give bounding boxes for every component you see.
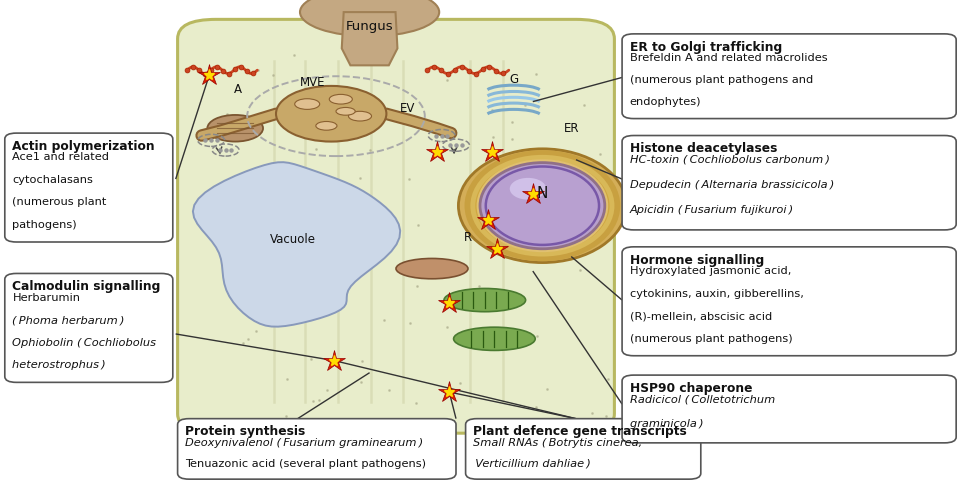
Ellipse shape [510,178,546,199]
Ellipse shape [316,121,337,130]
Text: HC-toxin ( Cochliobolus carbonum ): HC-toxin ( Cochliobolus carbonum ) [630,155,829,165]
Text: (numerous plant: (numerous plant [12,197,107,208]
Text: Deoxynivalenol ( Fusarium graminearum ): Deoxynivalenol ( Fusarium graminearum ) [185,438,423,448]
Text: Protein synthesis: Protein synthesis [185,425,305,439]
Polygon shape [193,162,400,327]
FancyBboxPatch shape [5,133,173,242]
Text: Fungus: Fungus [346,20,394,33]
Text: pathogens): pathogens) [12,220,77,230]
Text: Depudecin ( Alternaria brassicicola ): Depudecin ( Alternaria brassicicola ) [630,180,834,190]
Text: G: G [509,74,518,86]
Text: ( Phoma herbarum ): ( Phoma herbarum ) [12,316,125,325]
Text: Small RNAs ( Botrytis cinerea,: Small RNAs ( Botrytis cinerea, [473,438,642,448]
Ellipse shape [300,0,440,36]
FancyBboxPatch shape [622,34,956,119]
Ellipse shape [329,94,352,104]
FancyBboxPatch shape [622,136,956,230]
Text: cytokinins, auxin, gibberellins,: cytokinins, auxin, gibberellins, [630,288,804,299]
Text: (numerous plant pathogens and: (numerous plant pathogens and [630,75,813,85]
FancyBboxPatch shape [178,419,456,479]
Text: R: R [464,231,471,243]
Text: Calmodulin signalling: Calmodulin signalling [12,280,161,293]
Text: Apicidin ( Fusarium fujikuroi ): Apicidin ( Fusarium fujikuroi ) [630,205,794,215]
Text: Herbarumin: Herbarumin [12,293,81,303]
Ellipse shape [468,154,616,258]
Text: Tenuazonic acid (several plant pathogens): Tenuazonic acid (several plant pathogens… [185,459,426,469]
Ellipse shape [336,107,355,115]
Ellipse shape [348,111,372,121]
Text: Actin polymerization: Actin polymerization [12,140,156,153]
Text: Vacuole: Vacuole [270,233,316,246]
Polygon shape [342,12,397,65]
Ellipse shape [459,149,626,263]
Ellipse shape [207,115,263,141]
Ellipse shape [276,86,386,141]
Text: Brefeldin A and related macrolides: Brefeldin A and related macrolides [630,53,828,63]
Text: Verticillium dahliae ): Verticillium dahliae ) [473,459,591,469]
Text: ER: ER [564,122,579,135]
FancyBboxPatch shape [622,247,956,356]
Text: Plant defence gene transcripts: Plant defence gene transcripts [473,425,687,439]
Text: Ophiobolin ( Cochliobolus: Ophiobolin ( Cochliobolus [12,338,156,348]
FancyBboxPatch shape [466,419,701,479]
FancyBboxPatch shape [622,375,956,443]
FancyBboxPatch shape [5,273,173,382]
Text: graminicola ): graminicola ) [630,419,704,429]
Text: MVE: MVE [300,76,325,89]
FancyBboxPatch shape [178,19,614,433]
Ellipse shape [295,99,320,109]
Text: EV: EV [400,103,416,115]
Ellipse shape [486,166,599,245]
Ellipse shape [454,327,536,350]
Text: heterostrophus ): heterostrophus ) [12,360,107,370]
Text: ER to Golgi trafficking: ER to Golgi trafficking [630,41,782,54]
Text: A: A [234,83,242,96]
Text: Histone deacetylases: Histone deacetylases [630,142,778,155]
Text: (numerous plant pathogens): (numerous plant pathogens) [630,334,792,344]
Text: Radicicol ( Colletotrichum: Radicicol ( Colletotrichum [630,394,775,405]
Text: endophytes): endophytes) [630,97,701,107]
Text: cytochalasans: cytochalasans [12,175,93,185]
Ellipse shape [444,288,526,312]
Text: Hormone signalling: Hormone signalling [630,254,764,267]
Ellipse shape [396,258,468,279]
Text: Ace1 and related: Ace1 and related [12,152,109,163]
Ellipse shape [480,163,605,249]
Text: HSP90 chaperone: HSP90 chaperone [630,382,753,395]
Text: (R)-mellein, abscisic acid: (R)-mellein, abscisic acid [630,311,772,321]
Text: Hydroxylated jasmonic acid,: Hydroxylated jasmonic acid, [630,266,791,276]
Text: N: N [537,186,548,201]
